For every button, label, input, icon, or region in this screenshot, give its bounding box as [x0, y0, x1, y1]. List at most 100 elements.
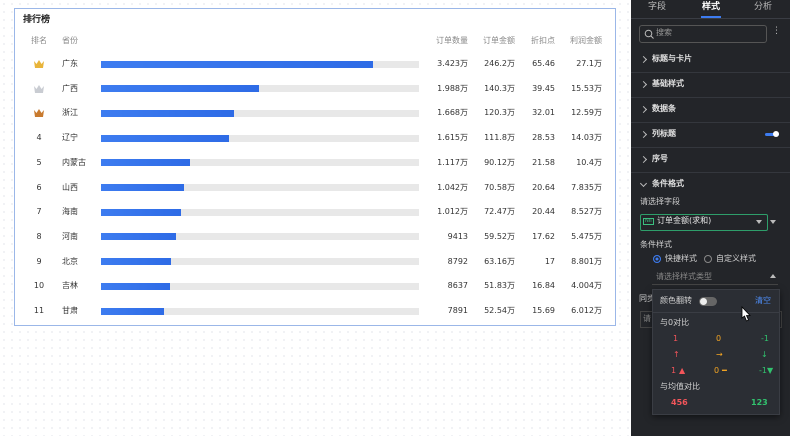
rank: 10 [33, 281, 45, 291]
chevron [639, 105, 648, 114]
rank: 4 [36, 133, 42, 143]
section-header[interactable]: 序号 [631, 147, 790, 173]
discount: 15.69 [532, 306, 555, 315]
column-header: 利润金额 [570, 36, 602, 45]
rank: 6 [36, 182, 42, 192]
section-title: 条件格式 [652, 179, 684, 188]
crown-icon [34, 109, 44, 118]
arrow-sample[interactable]: ↓ [761, 350, 768, 359]
tab[interactable]: 样式 [701, 2, 720, 12]
province: 甘肃 [62, 306, 78, 315]
profit: 6.012万 [571, 306, 602, 315]
column-header: 折扣点 [531, 36, 555, 45]
order-qty: 3.423万 [437, 59, 468, 68]
profit: 8.527万 [571, 207, 602, 217]
flip-toggle[interactable] [699, 297, 717, 306]
bar [101, 282, 170, 290]
zero-sample[interactable]: 0 [716, 334, 722, 343]
search-icon [644, 29, 654, 39]
profit: 5.475万 [571, 231, 602, 241]
style-popup: 颜色翻转 清空 与0对比 1 ↑ 1 ▲ 0 → 0 ━ -1 ↓ -1 ▼ 与均值对比 456 123 [652, 289, 780, 415]
order-amount: 59.52万 [484, 231, 515, 241]
toggle-track[interactable] [765, 133, 779, 136]
zero-sample[interactable]: 1 [673, 334, 679, 343]
mean-high[interactable]: 456 [671, 398, 688, 407]
radio[interactable] [704, 255, 712, 263]
search-placeholder: 搜索 [656, 28, 672, 37]
column-header: 订单数量 [436, 36, 468, 45]
chevron [639, 55, 648, 64]
type-select[interactable] [652, 269, 778, 285]
section-header[interactable]: 数据条 [631, 97, 790, 123]
province: 山西 [62, 182, 78, 192]
order-qty: 1.988万 [437, 83, 468, 93]
section-header[interactable]: 条件格式 [631, 172, 790, 197]
zero-sample[interactable]: -1 [761, 334, 769, 343]
order-amount: 72.47万 [484, 207, 515, 217]
bar-track [101, 109, 419, 117]
order-amount: 140.3万 [484, 83, 515, 93]
style-label: 条件样式 [640, 240, 672, 249]
crown-icon [34, 60, 44, 68]
radio-label: 自定义样式 [716, 254, 756, 263]
arrow-sample[interactable]: → [716, 350, 723, 359]
chevron [639, 80, 648, 89]
province: 广东 [62, 59, 78, 68]
discount: 20.64 [532, 182, 555, 192]
tab[interactable]: 分析 [753, 2, 772, 12]
section-header[interactable]: 基础样式 [631, 72, 790, 98]
group-zero: 与0对比 [660, 318, 690, 327]
bar [101, 184, 184, 191]
province: 河南 [62, 231, 78, 241]
section-header[interactable]: 标题与卡片 [631, 47, 790, 73]
province: 北京 [62, 256, 78, 266]
search-box[interactable] [639, 25, 767, 43]
menu-icon[interactable]: ⋮ [772, 26, 781, 36]
discount: 32.01 [532, 108, 555, 118]
discount: 20.44 [532, 207, 555, 217]
tab[interactable]: 字段 [647, 2, 666, 12]
section-header[interactable]: 列标题 [631, 122, 790, 148]
select-arrow-up [770, 274, 776, 278]
card-title: 排行榜 [23, 15, 51, 25]
behind-label: 同步 [639, 294, 655, 303]
symbol-icon: ▼ [767, 366, 774, 375]
column-header: 订单金额 [483, 36, 515, 45]
discount: 39.45 [532, 83, 555, 93]
arrow-sample[interactable]: ↑ [673, 350, 680, 359]
symbol-sample-value[interactable]: 0 [714, 366, 720, 375]
rank: 11 [33, 306, 45, 315]
order-amount: 52.54万 [484, 306, 515, 315]
order-qty: 8792 [447, 256, 468, 266]
province: 吉林 [62, 281, 78, 291]
order-qty: 8637 [447, 281, 468, 291]
mouse-cursor [741, 306, 751, 322]
chevron [639, 130, 648, 139]
section-title: 基础样式 [652, 79, 684, 88]
section-title: 标题与卡片 [652, 54, 692, 63]
mean-low[interactable]: 123 [751, 398, 768, 407]
province: 广西 [62, 83, 78, 93]
order-qty: 7891 [447, 306, 468, 315]
symbol-sample-value[interactable]: 1 [671, 366, 677, 375]
symbol-sample-value[interactable]: -1 [759, 366, 767, 375]
radio[interactable] [653, 255, 661, 263]
profit: 8.801万 [571, 256, 602, 266]
clear-link[interactable]: 清空 [755, 296, 771, 305]
ranking-card: 排行榜 排名 省份 订单数量 订单金额 折扣点 利润金额 广东 3.423万 246.2万 65.… [14, 8, 616, 326]
bar-track [101, 208, 419, 216]
select-arrow [756, 220, 762, 224]
rank: 5 [36, 157, 42, 167]
crown-icon [34, 84, 44, 93]
column-header: 省份 [62, 36, 78, 45]
field-select[interactable] [640, 214, 768, 231]
bar [101, 233, 176, 241]
rank: 9 [36, 256, 42, 266]
discount: 17 [544, 256, 555, 266]
order-qty: 1.012万 [437, 207, 468, 217]
symbol-icon: ▲ [679, 366, 686, 375]
bar [101, 85, 260, 93]
group-mean: 与均值对比 [660, 382, 700, 391]
behind-input-text: 请 [643, 314, 651, 323]
discount: 17.62 [532, 231, 555, 241]
